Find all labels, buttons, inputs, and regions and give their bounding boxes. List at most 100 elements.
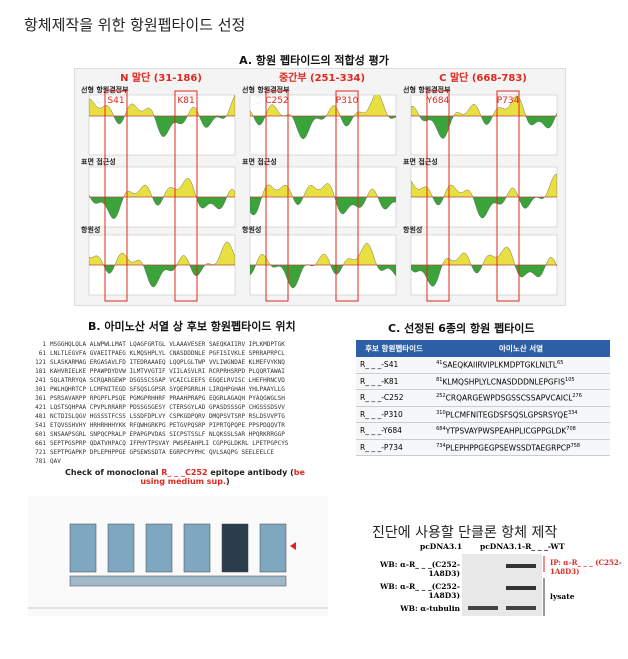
sequence: PLCMFNITEGDSFSQSLGPSRSYQE (445, 410, 568, 419)
sequence-line: 601 SNSAAPSGRL SNPQCPRALP EPAPGPVDAS SICP… (28, 430, 288, 439)
peptide-table: 후보 항원펩타이드 아미노산 서열 R_ _ _-S41 41SAEQKAIIRV… (356, 340, 610, 456)
column-title: N 말단 (31-186) (120, 71, 202, 84)
area-below (250, 197, 396, 216)
line-number: 241 (35, 377, 46, 384)
sequence-line: 241 SQLATRRYQA SCRQARGEWP DSGSSCSSAP VCAI… (28, 376, 288, 385)
peptide-sequence: 684YTPSVAYPWSPEAHPLICGPPGLDK708 (432, 422, 610, 440)
row-label: WB: α-R_ _ _(C252-1A8D3) (379, 582, 460, 600)
start-position: 81 (436, 376, 443, 383)
column-title: C 말단 (668-783) (439, 71, 527, 84)
area-above (411, 173, 557, 197)
marker-label: C252 (265, 96, 288, 106)
peptide-name: R_ _ _-P734 (356, 439, 433, 456)
table-row: R_ _ _-K81 81KLMQSHPLYLCNASDDDNLEPGFIS105 (356, 373, 610, 390)
line-number: 661 (35, 440, 46, 447)
end-position: 276 (572, 393, 582, 399)
sequence-text: SNSAAPSGRL SNPQCPRALP EPAPGPVDAS SICPSTS… (50, 431, 285, 438)
line-number: 181 (35, 368, 46, 375)
area-above (250, 242, 396, 265)
row-label: 표면 접근성 (81, 157, 116, 166)
sequence-text: LQSTSQHPAA CPVPLRRARP PDSSGSGESY CTERSGY… (50, 404, 285, 411)
area-below (411, 116, 557, 139)
line-number: 601 (35, 431, 46, 438)
area-above (250, 183, 396, 197)
area-below (89, 197, 235, 219)
table-row: R_ _ _-P734 734PLEPHPPGEGPSEWSSDTAEGRPCP7… (356, 439, 610, 456)
band (506, 606, 536, 610)
section-title: A. 항원 펩타이드의 적합성 평가 (239, 54, 389, 67)
line-number: 781 (35, 458, 46, 465)
sequence-text: SEPTPGAPKP DPLEPHPPGE GPSEWSSDTA EGRPCPY… (50, 449, 274, 456)
start-position: 252 (436, 393, 446, 399)
start-position: 310 (436, 409, 446, 416)
sequence: 1 MSGGHQLQLA ALWPWLLMAT LQAGFGRTGL VLAAAV… (28, 340, 288, 466)
sequence-line: 61 LNLTLEGVFA GVAEITPAEG KLMQSHPLYL CNASD… (28, 349, 288, 358)
sequence: CRQARGEWPDSGSSCSSAPVCAICL (445, 393, 573, 403)
peptide-name: R_ _ _-Y684 (356, 422, 433, 440)
area-above (411, 95, 557, 116)
section-title: 진단에 사용할 단클론 항체 제작 (372, 525, 558, 541)
band (506, 586, 536, 590)
text: Check of monoclonal (65, 468, 162, 477)
marker-box (104, 90, 128, 302)
peptide-sequence: 81KLMQSHPLYLCNASDDDNLEPGFIS105 (432, 373, 610, 390)
marker-label: P734 (497, 96, 520, 106)
sequence-text: PWLHQHRTCP LCMFNITEGD SFSQSLGPSR SYQEPGR… (50, 386, 285, 393)
column-title: 중간부 (251-334) (279, 71, 365, 84)
western-blot (462, 554, 545, 616)
text: ) (226, 477, 230, 486)
sequence-line: 661 SEPTPGSPRP QDATVHPACQ IFPHYTPSVAY PWS… (28, 439, 288, 448)
sequence-text: SLASKARMAG ERGASAVLFD ITEDRAAAEQ LQQPLGL… (50, 359, 285, 366)
peptide-name: R_ _ _-P310 (356, 406, 433, 423)
end-position: 65 (557, 360, 564, 366)
peptide-sequence: 41SAEQKAIIRVIPLKMDPTGKLNLTL65 (432, 357, 610, 374)
sequence: SAEQKAIIRVIPLKMDPTGKLNLTL (442, 360, 558, 370)
marker-box (335, 90, 359, 302)
row-label: 선형 항원결정부 (81, 85, 129, 94)
end-position: 334 (567, 409, 578, 416)
section-title: C. 선정된 6종의 항원 펩타이드 (388, 322, 535, 335)
table-header: 후보 항원펩타이드 아미노산 서열 (356, 340, 610, 357)
line-number: 721 (35, 449, 46, 456)
line-number: 421 (35, 404, 46, 411)
marker-label: S41 (107, 96, 124, 106)
row-label: 표면 접근성 (403, 157, 438, 166)
sequence-line: 361 PSRSAVARPP RPGPFLPSQE PGMGPRHHRF PRAA… (28, 394, 288, 403)
band (506, 564, 536, 568)
row-label: 선형 항원결정부 (403, 85, 451, 94)
line-number: 121 (35, 359, 46, 366)
sequence-line: 721 SEPTPGAPKP DPLEPHPPGE GPSEWSSDTA EGRP… (28, 448, 288, 457)
lane-label: pcDNA3.1 (420, 542, 463, 551)
row-label: 항원성 (81, 225, 100, 234)
row-label: WB: α-R_ _ _(C252-1A8D3) (379, 560, 460, 578)
ip-label: IP: α-R_ _ _ (C252-1A8D3) (550, 558, 622, 576)
marker-label: K81 (177, 96, 194, 106)
text: R_ _ _C252 (161, 468, 208, 477)
sequence-text: KAHVRIELKE PPAWPDYDVW ILMTVVGTIF VIILASV… (50, 368, 285, 375)
table-row: R_ _ _-S41 41SAEQKAIIRVIPLKMDPTGKLNLTL65 (356, 357, 610, 374)
blot-lanes (69, 523, 287, 587)
page-title: 항체제작을 위한 항원펩타이드 선정 (24, 16, 246, 34)
area-below (250, 116, 396, 140)
section-title: B. 아미노산 서열 상 후보 항원펩타이드 위치 (88, 320, 296, 333)
table-row: R_ _ _-Y684 684YTPSVAYPWSPEAHPLICGPPGLDK7… (356, 422, 610, 440)
end-position: 708 (566, 426, 576, 432)
table-row: R_ _ _-P310 310PLCMFNITEGDSFSQSLGPSRSYQE3… (356, 406, 610, 423)
line-number: 481 (35, 413, 46, 420)
sequence-text: QAV (50, 458, 61, 465)
area-below (250, 265, 396, 289)
sequence-line: 1 MSGGHQLQLA ALWPWLLMAT LQAGFGRTGL VLAAAV… (28, 340, 288, 349)
line-number: 61 (38, 350, 46, 357)
row-label: WB: α-tubulin (400, 604, 460, 613)
marker-box (426, 90, 450, 302)
sequence-text: PSRSAVARPP RPGPFLPSQE PGMGPRHHRF PRAAHPR… (50, 395, 285, 402)
blot-title: Check of monoclonal R_ _ _C252 epitope a… (60, 468, 310, 486)
marker-box (265, 90, 289, 302)
header-cell: 후보 항원펩타이드 (356, 340, 433, 357)
lysate-label: lysate (550, 592, 575, 601)
sequence-line: 121 SLASKARMAG ERGASAVLFD ITEDRAAAEQ LQQP… (28, 358, 288, 367)
sequence: KLMQSHPLYLCNASDDDNLEPGFIS (442, 377, 566, 386)
band (468, 606, 498, 610)
line-number: 1 (42, 341, 46, 348)
start-position: 734 (436, 442, 446, 449)
